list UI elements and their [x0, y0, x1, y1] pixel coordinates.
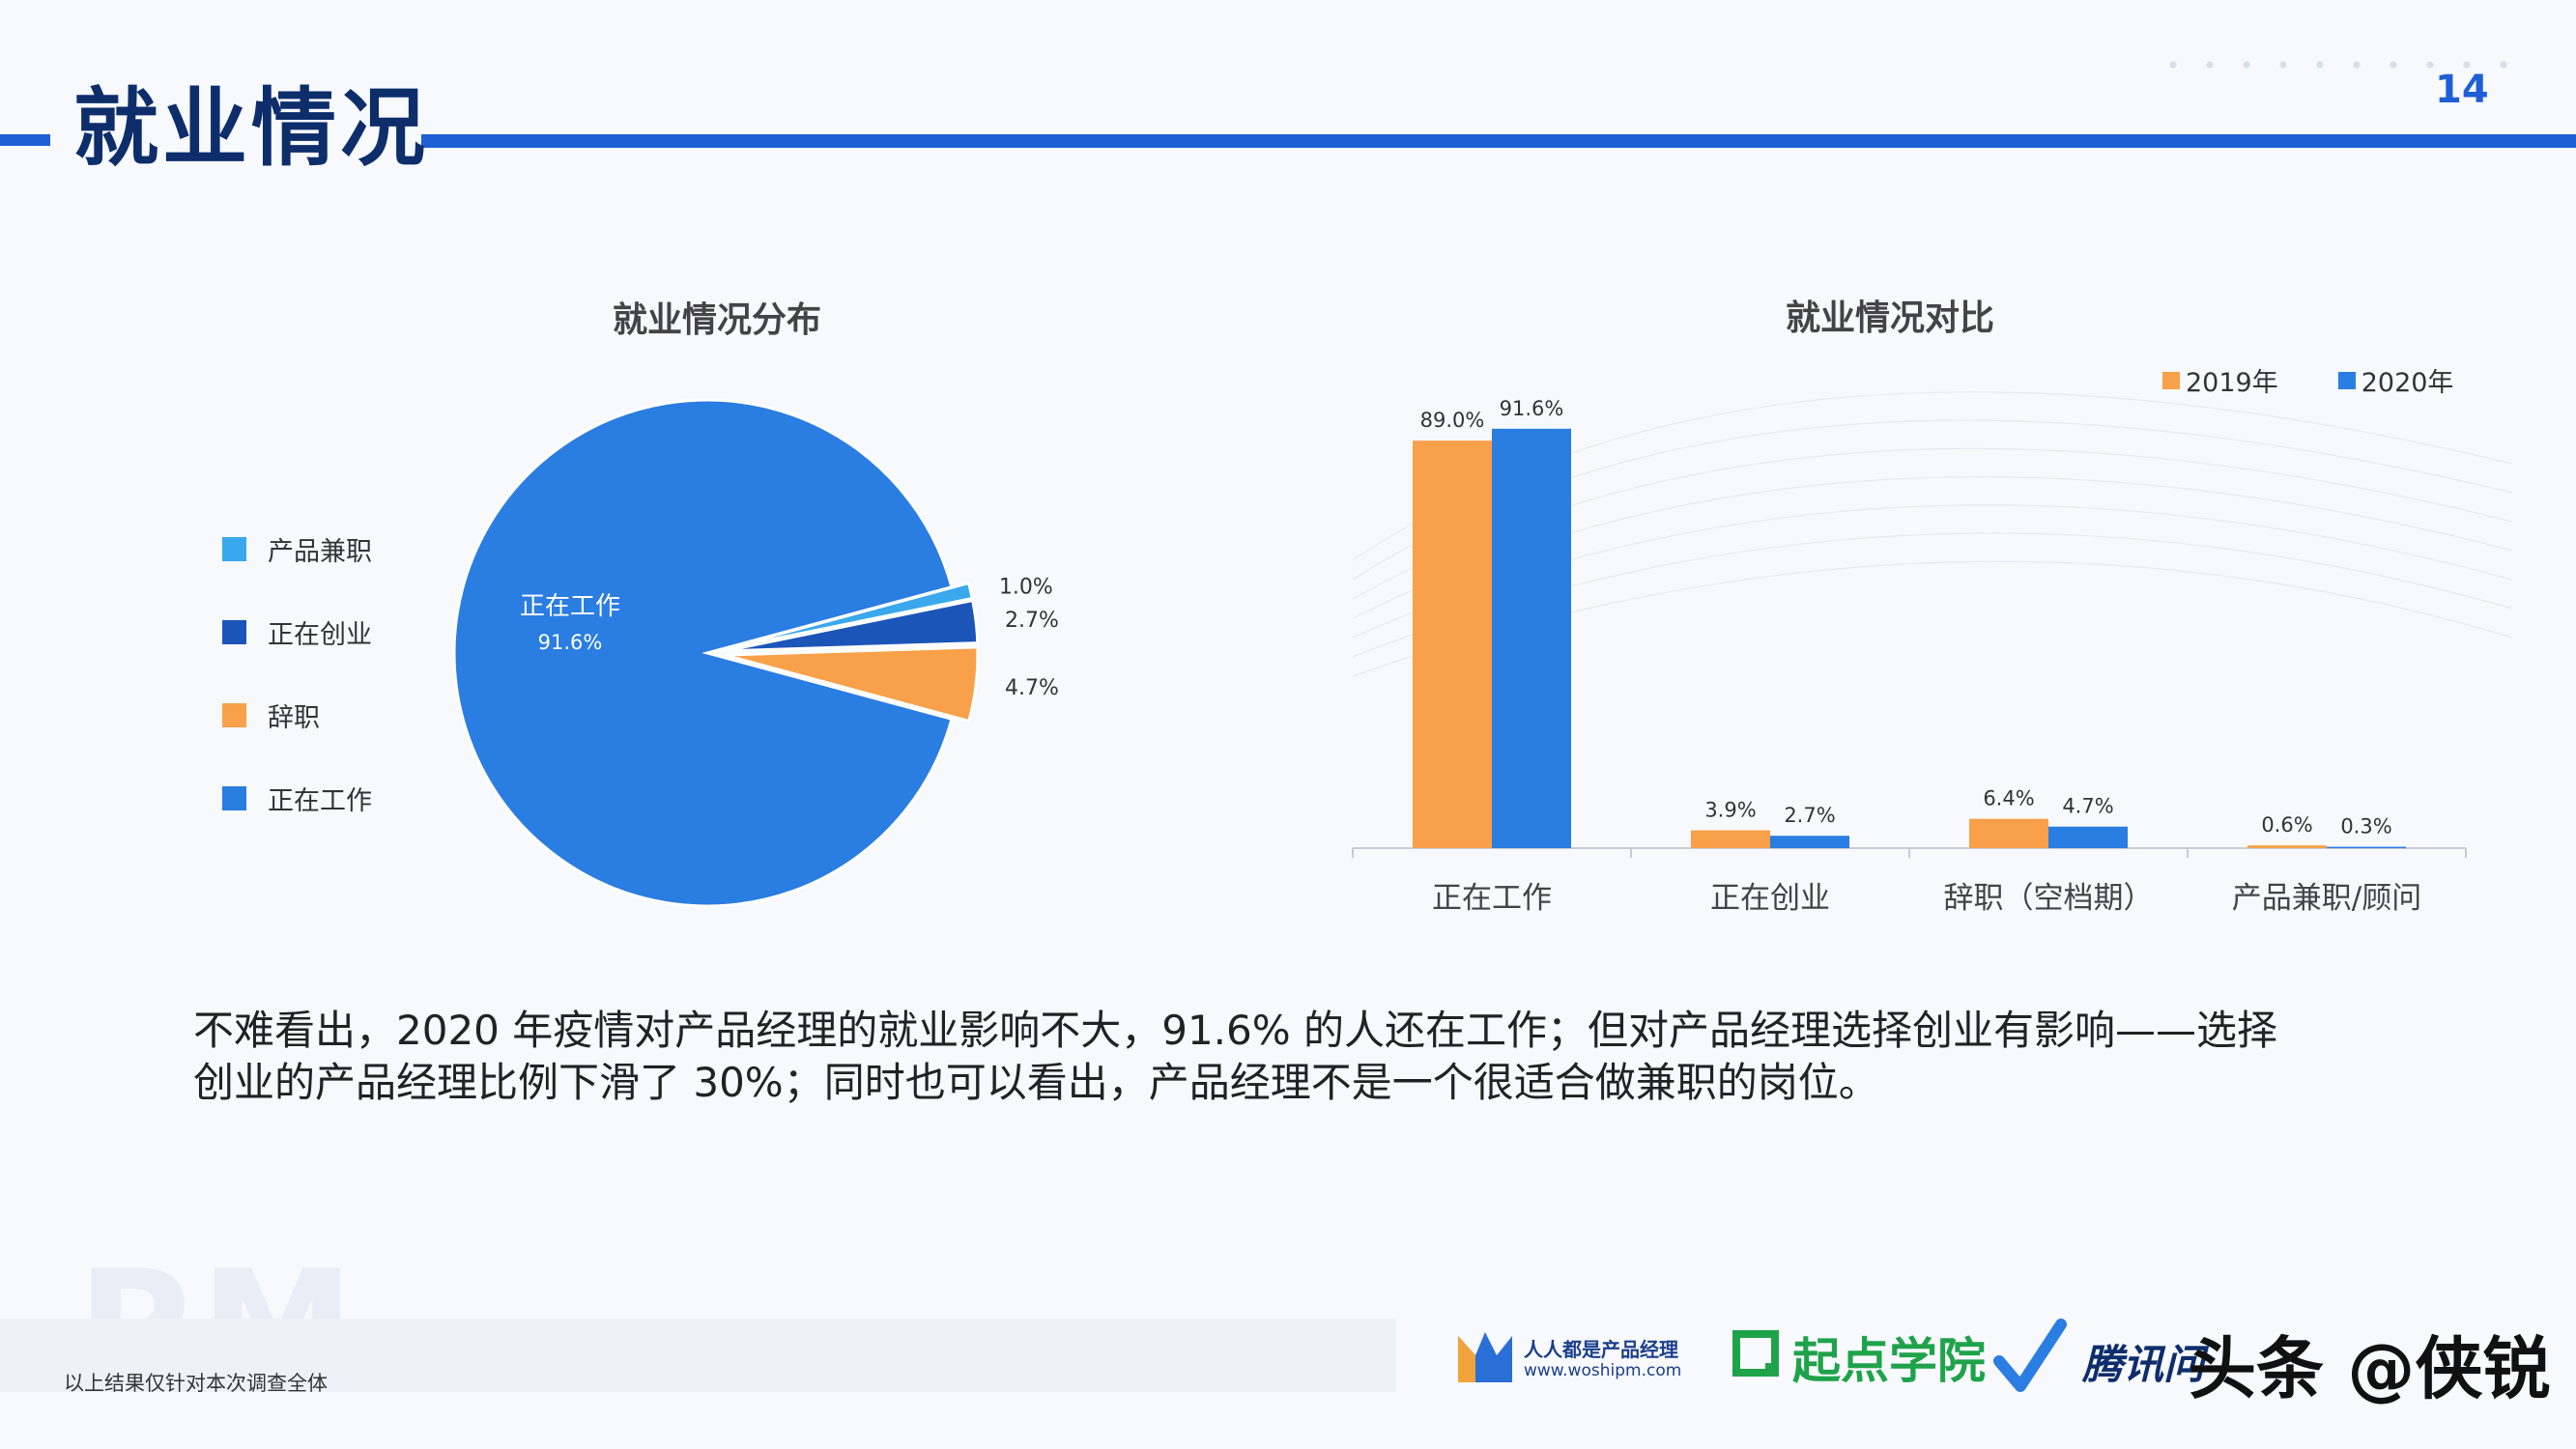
x-axis-category-label: 正在创业 — [1710, 881, 1830, 916]
legend-label: 正在工作 — [268, 785, 372, 816]
bar-2019年 — [1691, 830, 1770, 848]
legend-swatch-resigned — [222, 702, 246, 727]
woshipm-logo-icon — [1458, 1332, 1512, 1382]
pie-slice — [724, 598, 980, 653]
pie-main-slice-name: 正在工作 — [520, 592, 620, 621]
summary-line-2: 创业的产品经理比例下滑了 30%；同时也可以看出，产品经理不是一个很适合做兼职的… — [193, 1059, 1879, 1106]
pie-main-slice-value: 91.6% — [538, 631, 603, 654]
footer-band — [0, 1319, 1396, 1392]
x-axis-category-label: 产品兼职/顾问 — [2232, 881, 2421, 916]
legend-label: 正在创业 — [268, 619, 372, 650]
tencent-check-icon — [1993, 1319, 2067, 1392]
legend-item-2019: 2019年 — [2162, 361, 2278, 399]
bar-value-label: 91.6% — [1500, 397, 1564, 420]
legend-label: 2019年 — [2186, 368, 2278, 398]
legend-item-resigned: 辞职 — [222, 673, 372, 756]
legend-label: 2020年 — [2361, 368, 2454, 398]
woshipm-logo-url: www.woshipm.com — [1524, 1361, 1682, 1380]
bar-value-label: 2.7% — [1784, 804, 1835, 827]
legend-item-startup: 正在创业 — [222, 590, 372, 673]
toutiao-overlay-text: 头条 @侠锐 — [2189, 1329, 2551, 1408]
qidian-logo-text: 起点学院 — [1792, 1333, 1986, 1389]
page-number: 14 — [2435, 68, 2489, 112]
legend-item-parttime: 产品兼职 — [222, 507, 372, 590]
pie-chart: 1.0% 2.7% 4.7% 正在工作 91.6% — [452, 398, 1059, 908]
tencent-logo-text: 腾讯问 — [2082, 1341, 2205, 1388]
bar-2019年 — [2247, 845, 2327, 848]
bar-chart-title: 就业情况对比 — [1786, 298, 1995, 338]
bar-value-label: 4.7% — [2062, 795, 2113, 818]
summary-line-1: 不难看出，2020 年疫情对产品经理的就业影响不大，91.6% 的人还在工作；但… — [193, 1007, 2278, 1054]
footnote: 以上结果仅针对本次调查全体 — [64, 1372, 328, 1395]
legend-swatch-2019 — [2162, 371, 2180, 389]
logo-row: 人人都是产品经理 www.woshipm.com 起点学院 腾讯问 头条 @侠锐 — [1454, 1309, 2565, 1415]
legend-item-working: 正在工作 — [222, 756, 372, 839]
bar-value-label: 0.3% — [2340, 815, 2391, 838]
decorative-dots — [2155, 43, 2512, 100]
bar-value-label: 89.0% — [1420, 409, 1485, 432]
bar-2020年 — [1492, 428, 1571, 848]
pie-slice — [452, 398, 954, 908]
woshipm-logo-cn: 人人都是产品经理 — [1524, 1338, 1678, 1361]
x-axis-category-label: 辞职（空档期） — [1944, 881, 2154, 916]
legend-swatch-working — [222, 785, 246, 810]
pie-slice-label: 2.7% — [1005, 609, 1059, 633]
header-bar-left — [0, 134, 50, 146]
legend-label: 辞职 — [268, 702, 320, 733]
bar-value-label: 6.4% — [1983, 787, 2034, 810]
legend-label: 产品兼职 — [268, 536, 372, 567]
bar-value-label: 3.9% — [1704, 799, 1756, 822]
legend-swatch-startup — [222, 619, 246, 644]
qidian-logo-icon — [1732, 1330, 1779, 1377]
x-axis-category-label: 正在工作 — [1432, 881, 1552, 916]
bar-2020年 — [2048, 826, 2128, 848]
header-bar-right — [421, 134, 2576, 148]
legend-swatch-parttime — [222, 536, 246, 561]
pie-slice — [724, 645, 980, 724]
pie-slice-label: 1.0% — [999, 575, 1053, 599]
bar-chart: 89.0% 91.6% 正在工作 3.9% 2.7% 正在创业 6.4% 4.7% 辞职（空档期… — [1352, 397, 2467, 916]
pie-chart-title: 就业情况分布 — [613, 300, 822, 340]
bar-2020年 — [2327, 846, 2406, 849]
legend-swatch-2020 — [2337, 371, 2356, 389]
legend-item-2020: 2020年 — [2337, 361, 2454, 399]
pie-slice — [724, 581, 975, 651]
pie-legend: 产品兼职 正在创业 辞职 正在工作 — [222, 507, 372, 839]
bar-value-label: 0.6% — [2261, 813, 2312, 837]
bar-2020年 — [1770, 836, 1849, 848]
bar-2019年 — [1969, 818, 2048, 848]
pie-slice-label: 4.7% — [1005, 676, 1059, 700]
bar-2019年 — [1413, 440, 1492, 848]
page-title: 就业情况 — [73, 78, 430, 178]
bar-legend: 2019年 2020年 — [2162, 361, 2453, 399]
summary-paragraph: 不难看出，2020 年疫情对产品经理的就业影响不大，91.6% 的人还在工作；但… — [193, 1005, 2377, 1109]
